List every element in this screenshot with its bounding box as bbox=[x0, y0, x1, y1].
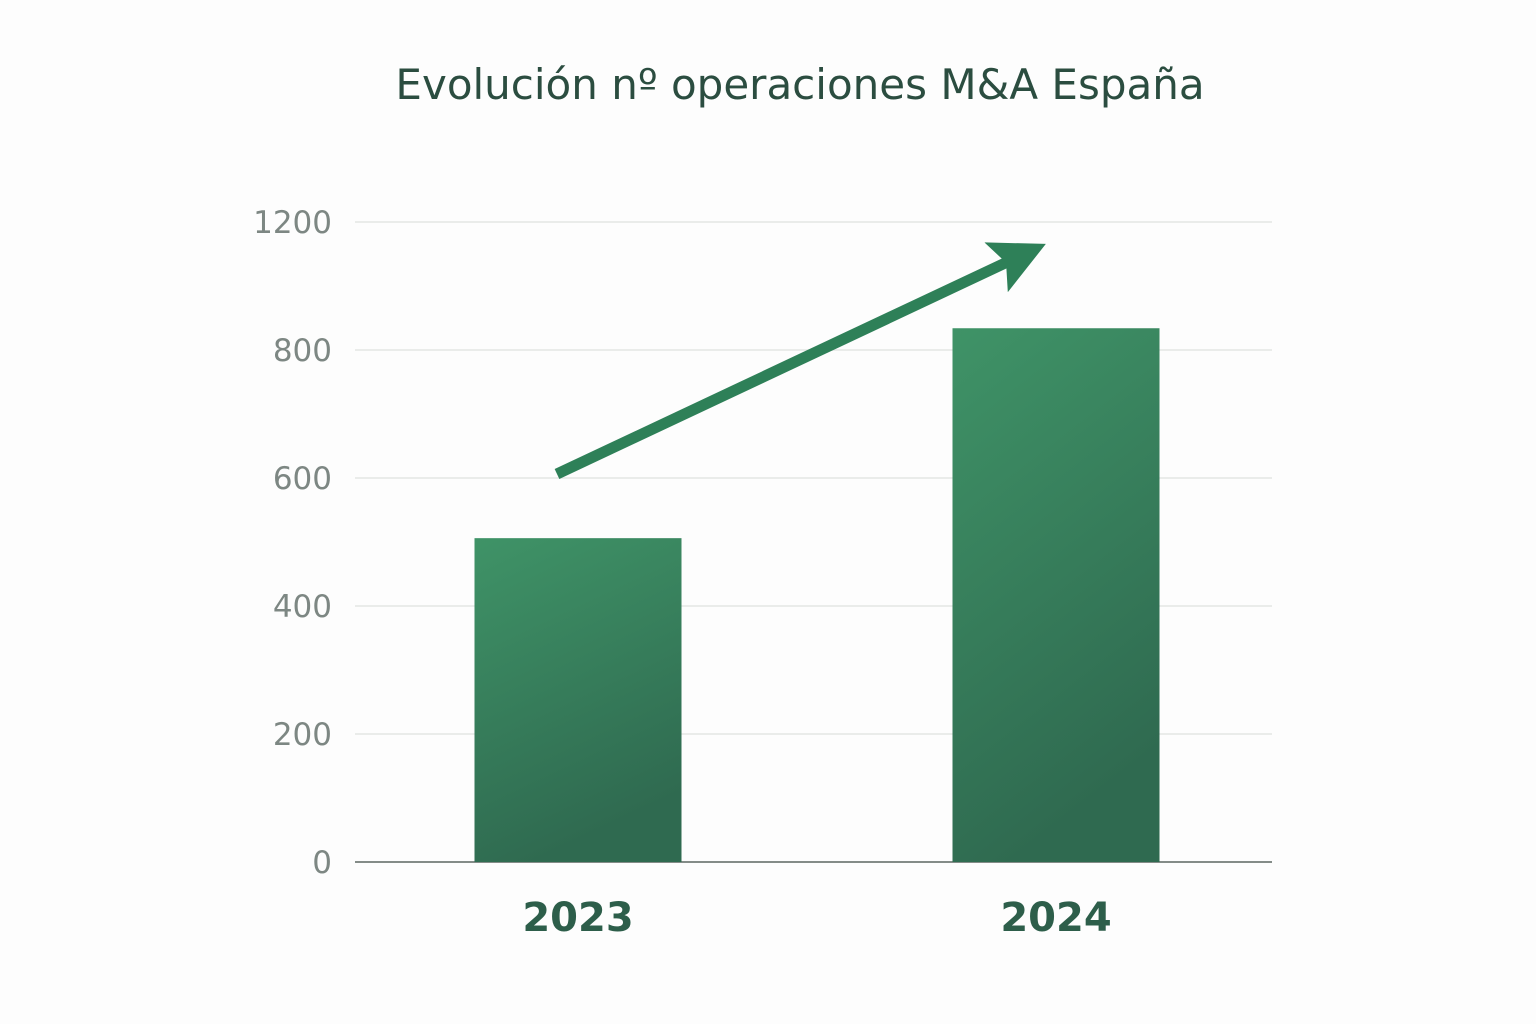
bar-2024 bbox=[952, 328, 1160, 862]
x-tick-label: 2023 bbox=[522, 895, 633, 941]
y-tick-label: 400 bbox=[273, 589, 332, 625]
bar-2023 bbox=[474, 538, 682, 862]
y-tick-label: 600 bbox=[273, 461, 332, 497]
y-tick-label: 200 bbox=[273, 717, 332, 753]
y-tick-label: 800 bbox=[273, 333, 332, 369]
y-tick-label: 1200 bbox=[253, 205, 332, 241]
trend-arrow-icon bbox=[554, 242, 1046, 479]
chart-title: Evolución nº operaciones M&A España bbox=[395, 60, 1205, 109]
y-tick-label: 0 bbox=[312, 845, 332, 881]
x-tick-label: 2024 bbox=[1000, 895, 1111, 941]
